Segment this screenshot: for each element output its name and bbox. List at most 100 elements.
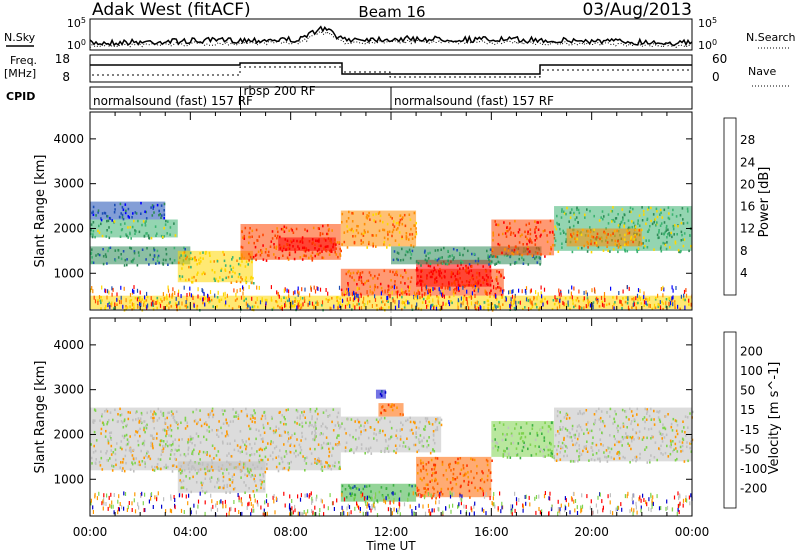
velocity-cell xyxy=(479,479,482,482)
velocity-speckle-cell xyxy=(238,510,240,514)
power-speckle-cell xyxy=(91,286,93,290)
velocity-cell xyxy=(269,427,272,430)
velocity-cell xyxy=(124,454,127,458)
velocity-cell xyxy=(201,483,203,487)
power-cell xyxy=(471,274,474,277)
velocity-cell xyxy=(470,457,472,461)
power-speckle-cell xyxy=(197,287,199,292)
velocity-speckle-cell xyxy=(651,504,653,509)
power-cell xyxy=(273,253,275,256)
power-cell xyxy=(239,264,242,267)
velocity-cell xyxy=(160,467,162,471)
velocity-speckle-cell xyxy=(434,493,436,498)
velocity-cell xyxy=(314,447,316,451)
velocity-cell xyxy=(209,411,212,415)
power-cell xyxy=(387,294,390,297)
velocity-cell xyxy=(650,407,652,411)
velocity-cell xyxy=(135,457,137,460)
velocity-speckle-cell xyxy=(522,503,524,508)
velocity-cell xyxy=(667,413,669,416)
power-cell xyxy=(641,206,643,209)
velocity-cell xyxy=(212,415,214,419)
velocity-speckle-cell xyxy=(108,495,110,500)
power-speckle-cell xyxy=(554,295,556,300)
power-speckle-cell xyxy=(97,300,99,305)
power-cell xyxy=(654,306,657,309)
velocity-cell xyxy=(661,440,664,443)
velocity-cell xyxy=(244,464,246,468)
velocity-cell xyxy=(381,405,384,408)
power-cell xyxy=(491,260,493,263)
power-cell xyxy=(460,259,462,263)
velocity-cell xyxy=(481,470,483,473)
power-cell xyxy=(462,253,464,257)
velocity-cell xyxy=(572,460,575,463)
velocity-cell xyxy=(318,460,321,463)
power-cell xyxy=(213,260,215,263)
velocity-cell xyxy=(629,407,631,411)
velocity-cell xyxy=(687,426,689,429)
power-colorbar-border xyxy=(723,117,737,296)
power-speckle-cell xyxy=(109,304,111,309)
velocity-speckle-cell xyxy=(152,505,154,509)
power-speckle-cell xyxy=(637,297,639,302)
velocity-cell xyxy=(93,430,96,434)
power-speckle-cell xyxy=(202,297,204,302)
power-speckle-cell xyxy=(628,286,630,291)
velocity-cell xyxy=(99,419,101,422)
velocity-speckle-cell xyxy=(393,500,395,505)
velocity-speckle-cell xyxy=(534,496,536,501)
velocity-speckle-cell xyxy=(391,511,393,516)
power-cell xyxy=(404,269,406,272)
velocity-speckle-cell xyxy=(403,502,406,507)
velocity-speckle-cell xyxy=(651,502,653,507)
power-speckle-cell xyxy=(140,302,142,307)
power-cell xyxy=(407,277,409,280)
power-speckle-cell xyxy=(639,297,641,301)
power-speckle-cell xyxy=(531,300,533,305)
velocity-cell xyxy=(157,467,159,470)
velocity-cell xyxy=(314,423,316,426)
velocity-cell xyxy=(259,473,261,477)
power-cell xyxy=(655,224,657,227)
velocity-cell xyxy=(610,447,613,451)
power-cell xyxy=(568,220,570,223)
power-speckle-cell xyxy=(178,301,180,306)
velocity-cell xyxy=(462,474,465,477)
power-cell xyxy=(196,307,198,310)
power-cell xyxy=(109,246,112,249)
power-cell xyxy=(362,241,364,244)
power-cell xyxy=(394,239,397,242)
power-cell xyxy=(405,232,408,235)
power-cell xyxy=(282,228,284,231)
velocity-cell xyxy=(290,460,292,464)
velocity-cell xyxy=(676,450,679,453)
velocity-cell xyxy=(389,420,391,424)
velocity-cell xyxy=(314,421,317,424)
velocity-cell xyxy=(188,477,191,480)
power-cell xyxy=(444,303,447,307)
power-cell xyxy=(435,304,438,308)
power-cell xyxy=(134,232,136,235)
velocity-cell xyxy=(311,431,314,434)
power-speckle-cell xyxy=(546,300,549,305)
power-cell xyxy=(642,298,645,301)
velocity-cell xyxy=(434,428,437,432)
power-speckle-cell xyxy=(510,297,512,302)
velocity-cell xyxy=(288,466,291,469)
power-speckle-cell xyxy=(460,303,462,308)
power-cell xyxy=(374,285,376,289)
power-speckle-cell xyxy=(114,303,116,307)
velocity-cell xyxy=(125,448,127,452)
velocity-cell xyxy=(339,465,341,469)
velocity-cell xyxy=(440,423,443,427)
power-cell xyxy=(108,226,110,229)
power-cell xyxy=(688,249,690,253)
power-cell xyxy=(410,276,413,279)
power-cell xyxy=(687,210,689,213)
velocity-cell xyxy=(260,438,263,441)
power-cell xyxy=(497,305,499,308)
velocity-speckle-cell xyxy=(493,502,495,507)
power-cell xyxy=(651,222,654,226)
power-speckle-cell xyxy=(107,303,109,308)
